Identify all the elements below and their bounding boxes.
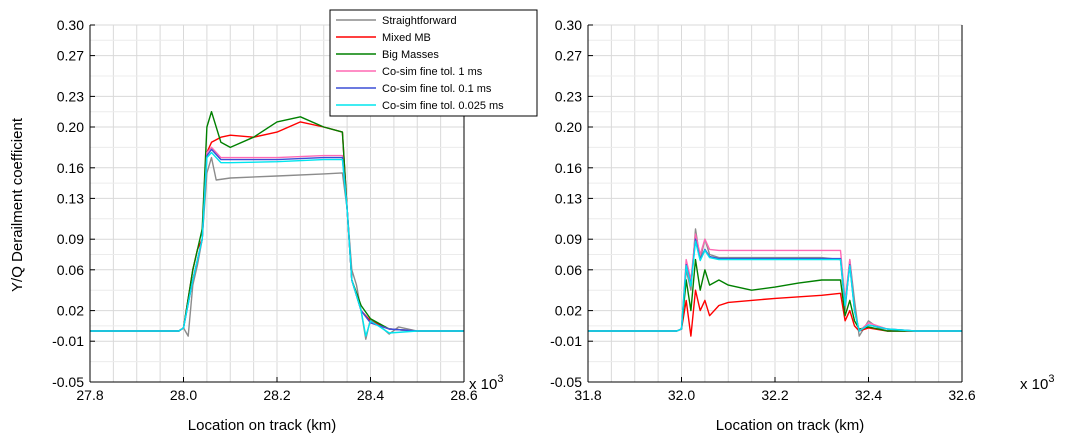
right-y-tick-label: 0.30: [555, 17, 582, 33]
left-y-tick-label: -0.01: [52, 333, 84, 349]
left-series-group: [90, 110, 464, 340]
left-x-tick-label: 28.2: [263, 387, 290, 403]
right-y-tick-label: -0.01: [550, 333, 582, 349]
left-y-tick-label: 0.27: [57, 48, 84, 64]
legend-label-0: Straightforward: [382, 15, 457, 27]
legend-label-3: Co-sim fine tol. 1 ms: [382, 66, 483, 78]
right-y-tick-label: 0.13: [555, 190, 582, 206]
left-y-tick-label: 0.30: [57, 17, 84, 33]
left-y-tick-label: 0.23: [57, 88, 84, 104]
legend-label-1: Mixed MB: [382, 32, 431, 44]
right-series-line-2: [588, 258, 962, 332]
left-y-tick-label: -0.05: [52, 374, 84, 390]
left-y-axis-label: Y/Q Derailment coefficient: [9, 117, 26, 292]
left-x-tick-label: 28.4: [357, 387, 384, 403]
right-x-tick-label: 32.0: [668, 387, 695, 403]
left-x-tick-label: 27.8: [76, 387, 103, 403]
right-x-tick-label: 32.2: [761, 387, 788, 403]
legend-box: [329, 9, 538, 117]
right-series-line-5: [588, 240, 962, 332]
left-x-multiplier: x 103: [469, 373, 503, 393]
legend: Straightforward Mixed MB Big Masses Co-sim …: [329, 9, 538, 117]
left-x-multiplier-base: x 10: [469, 376, 497, 393]
right-axes-frame: [587, 24, 963, 383]
left-chart: -0.05 -0.01 0.02 0.06 0.09 0.13 0.16 0.20 0.23 0.…: [9, 9, 538, 434]
right-series-line-3: [588, 233, 962, 332]
right-x-tick-label: 32.6: [948, 387, 975, 403]
left-y-tick-label: 0.06: [57, 262, 84, 278]
legend-label-5: Co-sim fine tol. 0.025 ms: [382, 100, 504, 112]
left-y-tick-label: 0.13: [57, 190, 84, 206]
right-y-tick-label: 0.09: [555, 231, 582, 247]
right-y-tick-label: 0.20: [555, 119, 582, 135]
right-x-tick-label: 32.4: [855, 387, 882, 403]
left-x-multiplier-exp: 3: [497, 373, 503, 385]
legend-label-2: Big Masses: [382, 49, 439, 61]
left-x-tick-label: 28.6: [450, 387, 477, 403]
right-x-multiplier: x 103: [1020, 373, 1054, 393]
right-y-tick-label: 0.06: [555, 262, 582, 278]
right-y-tick-label: 0.16: [555, 160, 582, 176]
right-y-tick-label: 0.02: [555, 303, 582, 319]
right-x-multiplier-base: x 10: [1020, 376, 1048, 393]
right-x-multiplier-exp: 3: [1048, 373, 1054, 385]
right-chart: -0.05 -0.01 0.02 0.06 0.09 0.13 0.16 0.20 0.23 0.…: [550, 17, 1054, 434]
right-y-tick-label: 0.27: [555, 48, 582, 64]
left-series-line-2: [90, 110, 464, 332]
left-y-tick-label: 0.20: [57, 119, 84, 135]
left-y-tick-label: 0.02: [57, 303, 84, 319]
right-series-line-1: [588, 289, 962, 337]
left-y-tick-label: 0.09: [57, 231, 84, 247]
left-x-tick-label: 28.0: [170, 387, 197, 403]
right-y-tick-label: -0.05: [550, 374, 582, 390]
right-tick-labels: -0.05 -0.01 0.02 0.06 0.09 0.13 0.16 0.20 0.23 0.…: [550, 17, 976, 403]
left-tick-labels: -0.05 -0.01 0.02 0.06 0.09 0.13 0.16 0.20 0.23 0.…: [52, 17, 478, 403]
right-x-axis-label: Location on track (km): [716, 417, 864, 434]
left-x-axis-label: Location on track (km): [188, 417, 336, 434]
left-y-tick-label: 0.16: [57, 160, 84, 176]
right-y-tick-label: 0.23: [555, 88, 582, 104]
left-series-line-5: [90, 151, 464, 337]
right-x-tick-label: 31.8: [574, 387, 601, 403]
right-series-group: [588, 228, 962, 337]
legend-label-4: Co-sim fine tol. 0.1 ms: [382, 83, 492, 95]
